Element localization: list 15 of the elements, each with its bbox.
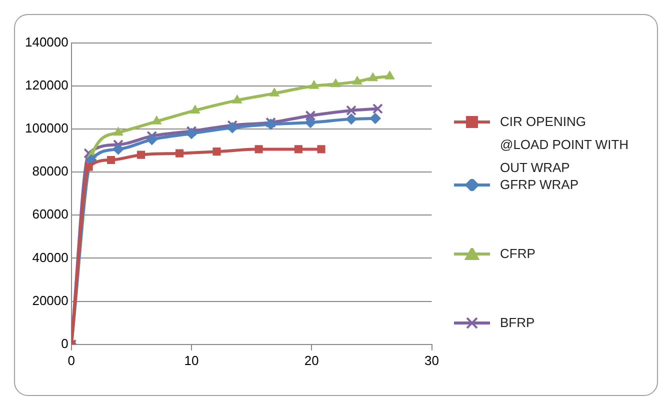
y-tick-label: 80000 — [32, 164, 68, 179]
x-tick-label: 30 — [424, 352, 440, 368]
y-tick-label: 20000 — [32, 292, 68, 308]
legend-label: GFRP WRAP — [500, 177, 578, 192]
legend-label: CIR OPENING @LOAD POINT WITH OUT WRAP — [500, 114, 629, 175]
y-tick-label: 60000 — [32, 206, 68, 222]
y-tick-label: 40000 — [32, 250, 68, 265]
y-tick-label: 100000 — [24, 120, 68, 136]
y-tick-label: 140000 — [24, 34, 68, 50]
y-tick-label: 120000 — [24, 77, 68, 92]
x-tick-label: 20 — [304, 352, 319, 368]
legend-label: BFRP — [500, 314, 536, 332]
legend-label: CFRP — [500, 245, 536, 263]
y-tick-label: 0 — [61, 336, 68, 351]
x-tick-label: 10 — [184, 352, 199, 368]
